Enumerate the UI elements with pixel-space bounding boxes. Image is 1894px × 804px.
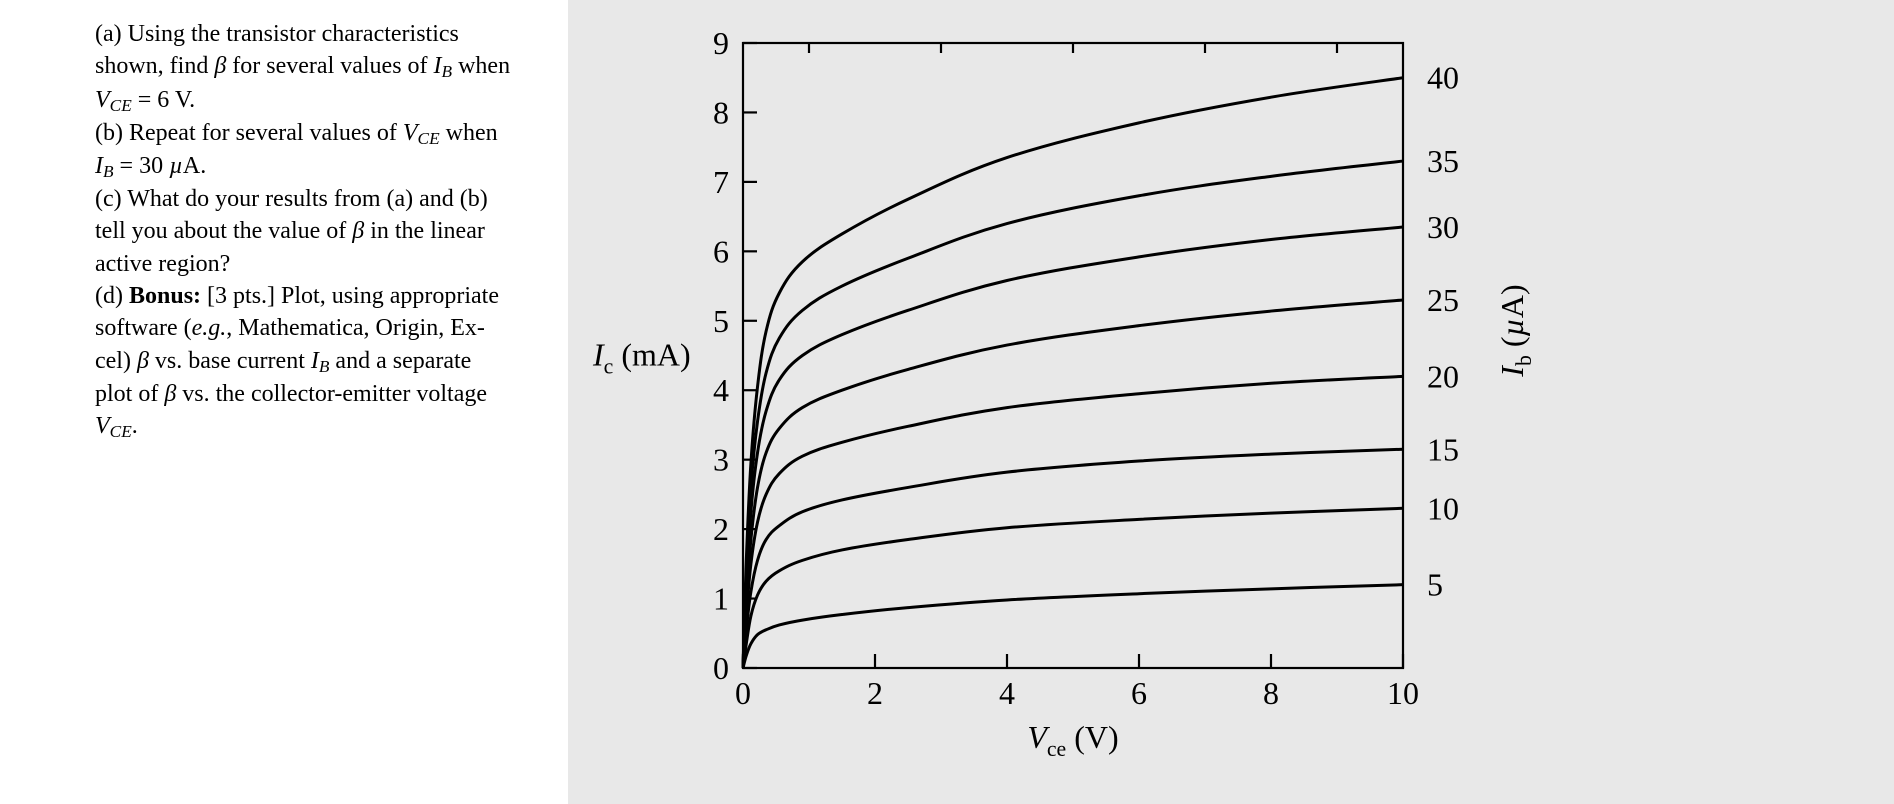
text: . xyxy=(132,413,138,439)
beta: β xyxy=(214,53,226,79)
beta: β xyxy=(137,348,149,374)
text: (b) Repeat for several values of xyxy=(95,120,403,146)
beta: β xyxy=(164,381,176,407)
series-label: 35 xyxy=(1427,143,1459,179)
series-label: 25 xyxy=(1427,282,1459,318)
text: when xyxy=(452,53,510,79)
svg-text:9: 9 xyxy=(713,25,729,61)
svg-text:8: 8 xyxy=(1263,675,1279,711)
var-V: V xyxy=(403,120,418,146)
text: A. xyxy=(183,153,206,179)
curve-ib-30 xyxy=(743,227,1403,668)
beta: β xyxy=(352,218,364,244)
y-axis-label: Ic (mA) xyxy=(592,337,691,379)
text: tell you about the value of xyxy=(95,218,352,244)
series-label: 20 xyxy=(1427,358,1459,394)
x-axis-label: Vce (V) xyxy=(1027,719,1118,761)
svg-text:6: 6 xyxy=(1131,675,1147,711)
text: (a) Using the transistor characteristics xyxy=(95,21,459,47)
sub-CE: CE xyxy=(418,128,440,147)
svg-text:4: 4 xyxy=(713,372,729,408)
secondary-axis-label: Ib (µA) xyxy=(1494,284,1536,377)
var-I: I xyxy=(95,153,103,179)
text: (c) What do your results from (a) and (b… xyxy=(95,186,488,212)
svg-text:4: 4 xyxy=(999,675,1015,711)
var-I: I xyxy=(434,53,442,79)
text: in the linear xyxy=(364,218,485,244)
svg-text:5: 5 xyxy=(713,303,729,339)
text: , Mathematica, Origin, Ex- xyxy=(226,315,485,341)
svg-text:0: 0 xyxy=(735,675,751,711)
svg-text:3: 3 xyxy=(713,442,729,478)
text: vs. the collector-emitter voltage xyxy=(176,381,487,407)
svg-text:2: 2 xyxy=(867,675,883,711)
svg-text:1: 1 xyxy=(713,581,729,617)
text: for several values of xyxy=(226,53,433,79)
text: and a separate xyxy=(329,348,471,374)
var-I: I xyxy=(311,348,319,374)
svg-text:7: 7 xyxy=(713,164,729,200)
question-text: (a) Using the transistor characteristics… xyxy=(95,18,515,443)
svg-text:8: 8 xyxy=(713,94,729,130)
var-V: V xyxy=(95,413,110,439)
series-label: 5 xyxy=(1427,567,1443,603)
curve-ib-40 xyxy=(743,78,1403,668)
text: software ( xyxy=(95,315,192,341)
sub-B: B xyxy=(103,162,114,181)
text: = 30 xyxy=(114,153,170,179)
sub-CE: CE xyxy=(110,422,132,441)
curve-ib-25 xyxy=(743,300,1403,668)
text: when xyxy=(440,120,498,146)
text: active region? xyxy=(95,251,230,277)
text: plot of xyxy=(95,381,164,407)
chart-panel: 0 2 4 6 8 10 0 1 2 3 4 5 6 7 8 9 5 10 15 20 25 30 35 40 Vce (V) I… xyxy=(568,0,1894,804)
series-label: 40 xyxy=(1427,60,1459,96)
text: cel) xyxy=(95,348,137,374)
transistor-characteristics-chart: 0 2 4 6 8 10 0 1 2 3 4 5 6 7 8 9 5 10 15 20 25 30 35 40 Vce (V) I… xyxy=(568,0,1894,804)
series-label: 30 xyxy=(1427,209,1459,245)
svg-text:2: 2 xyxy=(713,511,729,547)
text: (d) xyxy=(95,283,129,309)
svg-text:6: 6 xyxy=(713,233,729,269)
sub-CE: CE xyxy=(110,95,132,114)
svg-text:10: 10 xyxy=(1387,675,1419,711)
sub-B: B xyxy=(319,357,330,376)
eg: e.g. xyxy=(192,315,227,341)
var-V: V xyxy=(95,87,110,113)
series-label: 15 xyxy=(1427,431,1459,467)
sub-B: B xyxy=(442,62,453,81)
text: [3 pts.] Plot, using appropriate xyxy=(201,283,499,309)
curve-ib-15 xyxy=(743,449,1403,668)
mu: µ xyxy=(169,153,183,179)
svg-text:0: 0 xyxy=(713,650,729,686)
text: vs. base current xyxy=(149,348,311,374)
text: = 6 V. xyxy=(132,87,195,113)
curve-ib-5 xyxy=(743,585,1403,668)
series-label: 10 xyxy=(1427,490,1459,526)
bonus-label: Bonus: xyxy=(129,283,201,309)
text: shown, find xyxy=(95,53,214,79)
